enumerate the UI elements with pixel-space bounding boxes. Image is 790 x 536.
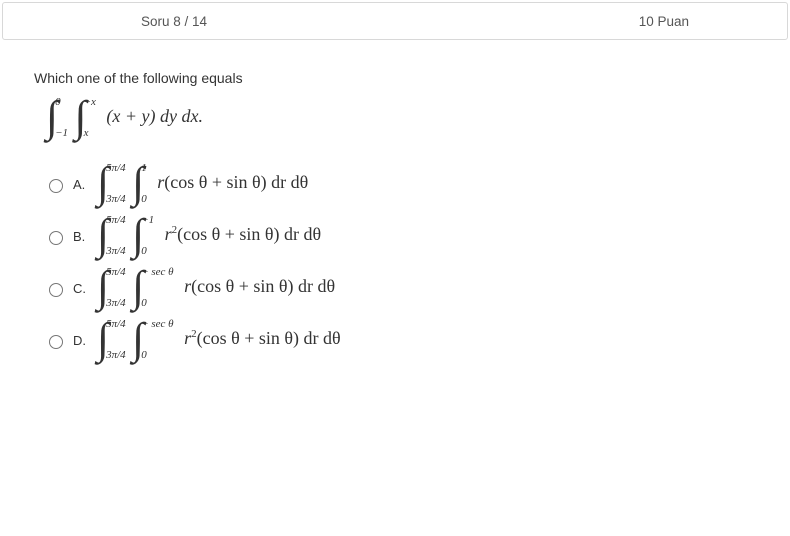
option-c[interactable]: C. ∫5π/43π/4 ∫− sec θ0 r(cos θ + sin θ) … [44,266,756,310]
pf: r [165,224,172,244]
question-body: Which one of the following equals ∫ 0 −1… [0,42,790,362]
question-counter: Soru 8 / 14 [141,14,207,29]
integral-symbol-icon: ∫ [75,102,87,133]
inner-integral: ∫ −x x [75,96,96,140]
question-stem: Which one of the following equals [34,70,756,86]
options-list: A. ∫5π/43π/4 ∫10 r(cos θ + sin θ) dr dθ … [44,162,756,362]
option-letter: A. [73,177,89,192]
integrand: (x + y) dy dx. [106,106,203,126]
integral-symbol-icon: ∫ [46,102,58,133]
option-letter: C. [73,281,89,296]
ub: − sec θ [141,267,173,278]
option-letter: B. [73,229,89,244]
option-expression: ∫5π/43π/4 ∫10 r(cos θ + sin θ) dr dθ [97,162,308,206]
outer-integral: ∫ 0 −1 [46,96,68,140]
option-d[interactable]: D. ∫5π/43π/4 ∫− sec θ0 r2(cos θ + sin θ)… [44,318,756,362]
lb: 0 [141,350,173,361]
lb: 0 [141,298,173,309]
rest: (cos θ + sin θ) dr dθ [191,276,335,296]
option-a[interactable]: A. ∫5π/43π/4 ∫10 r(cos θ + sin θ) dr dθ [44,162,756,206]
ub: − sec θ [141,319,173,330]
question-points: 10 Puan [639,14,689,29]
option-d-radio[interactable] [49,335,63,349]
option-b-radio[interactable] [49,231,63,245]
rest: (cos θ + sin θ) dr dθ [164,172,308,192]
question-header: Soru 8 / 14 10 Puan [2,2,788,40]
rest: (cos θ + sin θ) dr dθ [177,224,321,244]
question-main-expression: ∫ 0 −1 ∫ −x x (x + y) dy dx. [46,96,756,140]
rest: (cos θ + sin θ) dr dθ [197,328,341,348]
option-b[interactable]: B. ∫5π/43π/4 ∫−10 r2(cos θ + sin θ) dr d… [44,214,756,258]
option-expression: ∫5π/43π/4 ∫− sec θ0 r2(cos θ + sin θ) dr… [97,318,341,362]
option-expression: ∫5π/43π/4 ∫−10 r2(cos θ + sin θ) dr dθ [97,214,321,258]
option-c-radio[interactable] [49,283,63,297]
option-letter: D. [73,333,89,348]
option-expression: ∫5π/43π/4 ∫− sec θ0 r(cos θ + sin θ) dr … [97,266,335,310]
option-a-radio[interactable] [49,179,63,193]
